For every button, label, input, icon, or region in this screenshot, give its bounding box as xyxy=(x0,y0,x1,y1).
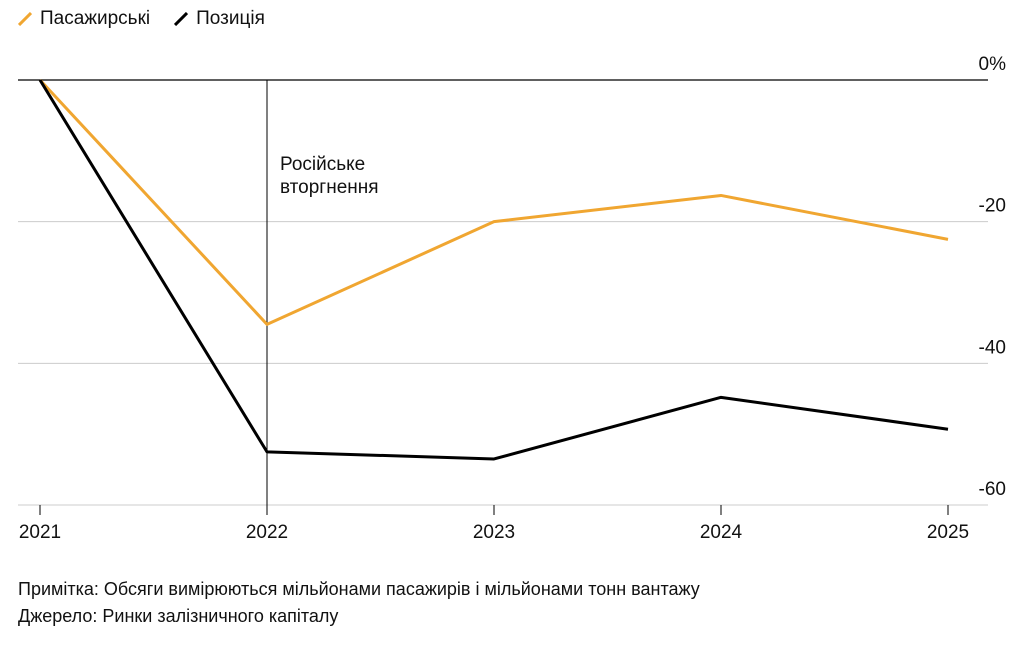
y-tick-label: -20 xyxy=(979,196,1006,217)
x-tick-label: 2021 xyxy=(19,522,61,543)
legend-swatch-passenger-icon xyxy=(18,12,32,26)
legend-item-position: Позиція xyxy=(174,8,265,30)
x-tick-label: 2022 xyxy=(246,522,288,543)
x-tick-label: 2024 xyxy=(700,522,743,543)
chart-notes: Примітка: Обсяги вимірюються мільйонами … xyxy=(18,576,700,630)
x-tick-label: 2023 xyxy=(473,522,515,543)
y-tick-label: -60 xyxy=(979,479,1006,500)
legend-label-passenger: Пасажирські xyxy=(40,8,151,29)
annotation-text-line1: Російське xyxy=(280,154,365,175)
source-text: Джерело: Ринки залізничного капіталу xyxy=(18,606,339,626)
legend-item-passenger: Пасажирські xyxy=(18,8,150,30)
legend-label-position: Позиція xyxy=(196,8,265,29)
x-tick-label: 2025 xyxy=(927,522,969,543)
y-tick-label: 0% xyxy=(979,54,1007,75)
y-tick-label: -40 xyxy=(979,337,1006,358)
legend: Пасажирські Позиція xyxy=(18,8,265,30)
annotation-text-line2: вторгнення xyxy=(280,177,379,198)
series-line-position xyxy=(38,79,949,461)
legend-swatch-position-icon xyxy=(174,12,189,26)
series-line-passenger xyxy=(38,78,949,326)
note-text: Примітка: Обсяги вимірюються мільйонами … xyxy=(18,579,700,599)
